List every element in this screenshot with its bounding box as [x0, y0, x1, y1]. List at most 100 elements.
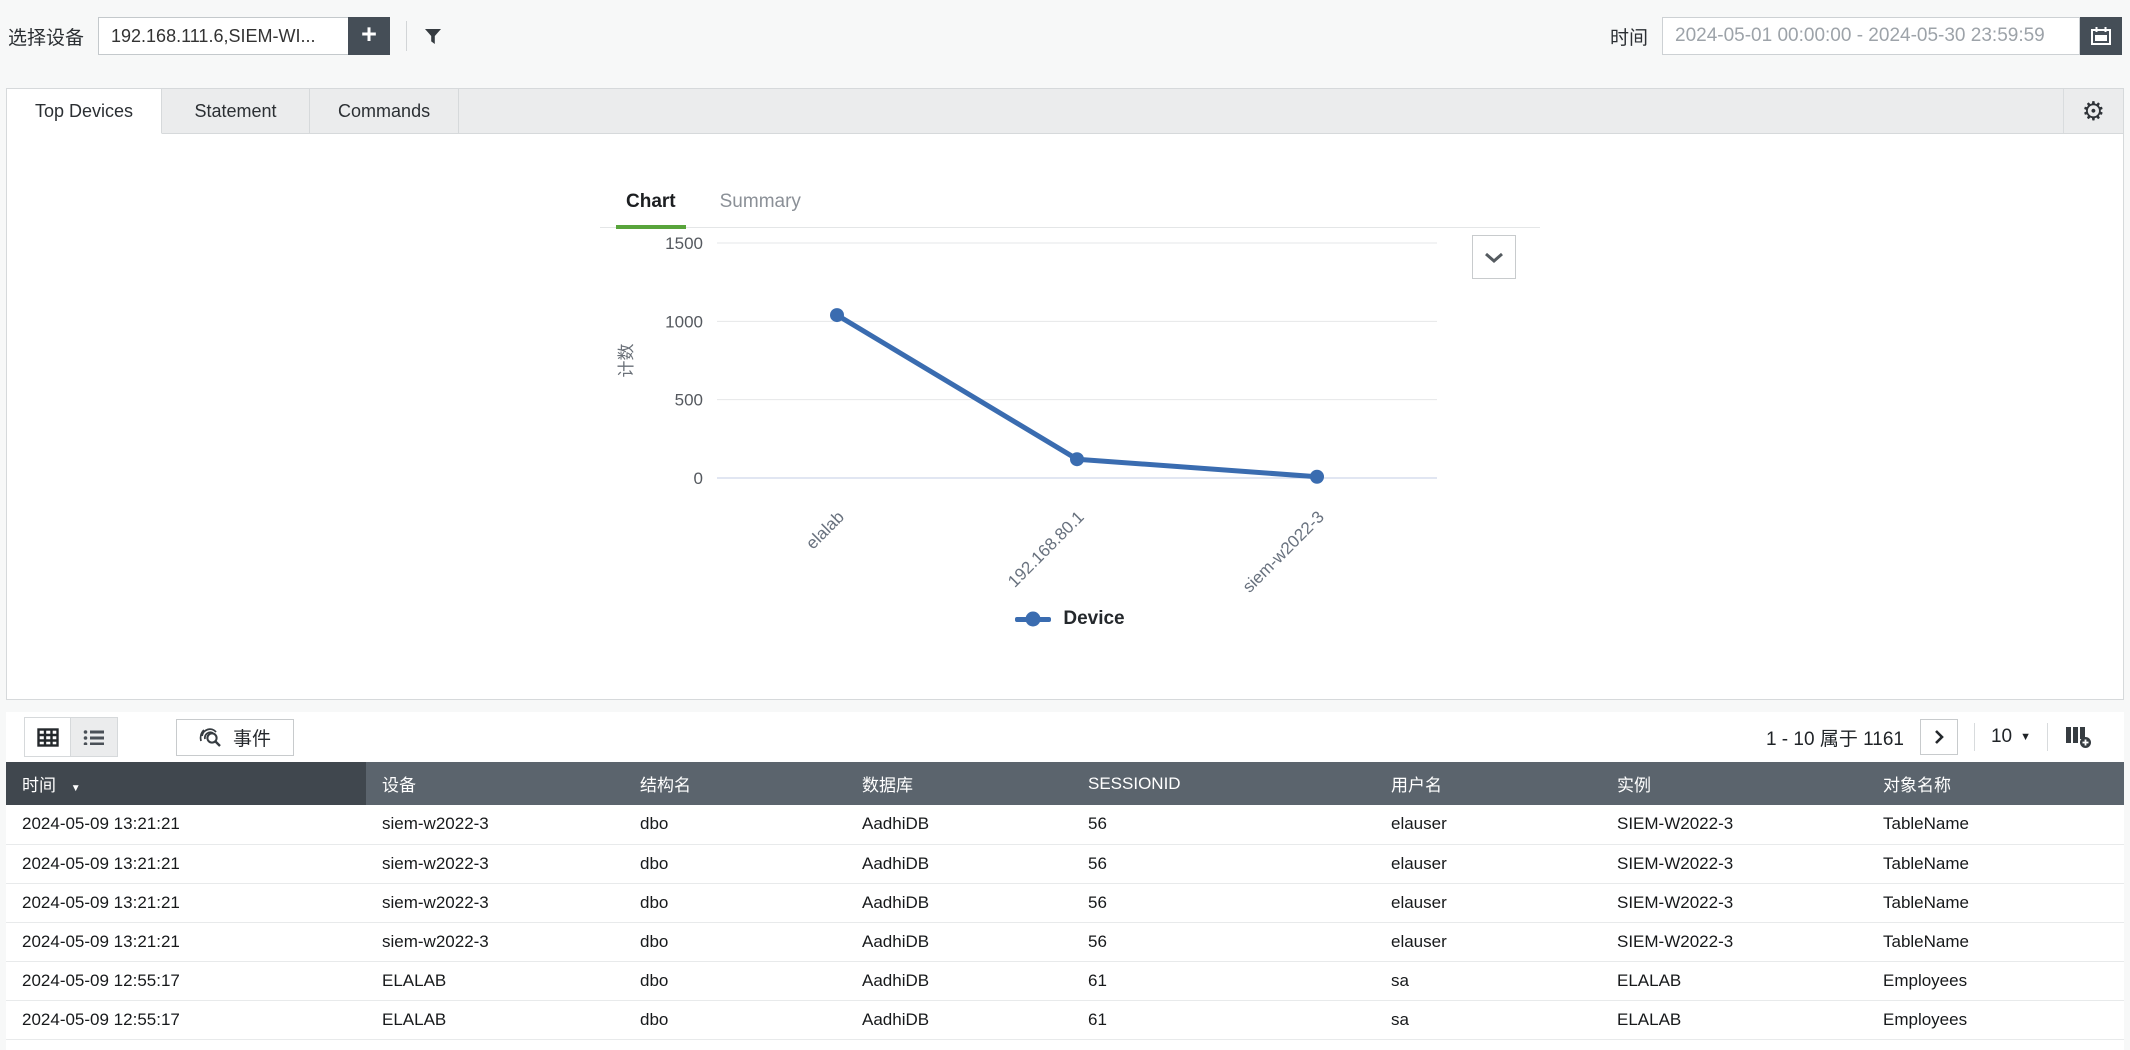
svg-text:192.168.80.1: 192.168.80.1 — [1004, 507, 1088, 591]
legend-marker-icon — [1015, 616, 1052, 622]
chevron-down-icon — [1485, 252, 1503, 263]
device-select-input[interactable] — [98, 17, 349, 55]
device-select-label: 选择设备 — [8, 27, 85, 49]
time-range-input[interactable] — [1662, 17, 2080, 55]
table-toolbar: 事件 1 - 10 属于 1161 10 ▼ — [6, 712, 2124, 762]
cell-database: AadhiDB — [846, 1000, 1072, 1040]
cell-schema: dbo — [624, 922, 846, 962]
time-range-group: 时间 — [1610, 17, 2122, 55]
line-chart: 0 500 1000 1500 计数 elalab 192.168.80.1 siem-w20… — [617, 234, 1437, 596]
cell-database: AadhiDB — [846, 961, 1072, 1001]
cell-time: 2024-05-09 13:21:21 — [6, 883, 366, 923]
cell-instance: ELALAB — [1601, 961, 1867, 1001]
column-header-objectname[interactable]: 对象名称 — [1867, 762, 2124, 805]
column-header-device[interactable]: 设备 — [366, 762, 624, 805]
tab-commands[interactable]: Commands — [310, 89, 460, 133]
grid-icon — [36, 727, 59, 747]
topbar: 选择设备 + 时间 — [0, 0, 2130, 72]
cell-username: sa — [1375, 1000, 1601, 1040]
view-switcher — [24, 717, 118, 757]
cell-sessionid: 56 — [1072, 883, 1375, 923]
cell-device: ELALAB — [366, 1000, 624, 1040]
cell-sessionid: 56 — [1072, 805, 1375, 845]
subtab-chart[interactable]: Chart — [616, 179, 686, 229]
chevron-right-icon — [1935, 730, 1944, 744]
cell-username: elauser — [1375, 844, 1601, 884]
cell-device: siem-w2022-3 — [366, 883, 624, 923]
legend-label: Device — [1063, 608, 1125, 629]
cell-database: AadhiDB — [846, 883, 1072, 923]
cell-schema: dbo — [624, 883, 846, 923]
cell-time: 2024-05-09 13:21:21 — [6, 805, 366, 845]
column-header-sessionid[interactable]: SESSIONID — [1072, 762, 1375, 805]
table-body: 2024-05-09 13:21:21 siem-w2022-3 dbo Aad… — [6, 805, 2124, 1040]
cell-instance: SIEM-W2022-3 — [1601, 883, 1867, 923]
table-row[interactable]: 2024-05-09 12:55:17 ELALAB dbo AadhiDB 6… — [6, 1000, 2124, 1040]
cell-username: elauser — [1375, 922, 1601, 962]
cell-time: 2024-05-09 13:21:21 — [6, 922, 366, 962]
column-settings-button[interactable] — [2064, 725, 2092, 749]
column-header-schema[interactable]: 结构名 — [624, 762, 846, 805]
cell-instance: SIEM-W2022-3 — [1601, 844, 1867, 884]
chart-collapse-button[interactable] — [1472, 235, 1516, 279]
cell-username: elauser — [1375, 883, 1601, 923]
cell-database: AadhiDB — [846, 922, 1072, 962]
divider — [406, 21, 408, 51]
cell-time: 2024-05-09 13:21:21 — [6, 844, 366, 884]
cell-objectname: Employees — [1867, 1000, 2124, 1040]
table-row[interactable]: 2024-05-09 12:55:17 ELALAB dbo AadhiDB 6… — [6, 961, 2124, 1001]
cell-instance: SIEM-W2022-3 — [1601, 805, 1867, 845]
chart-area: Chart Summary 0 500 1000 1500 计数 elalab 192.16… — [600, 160, 1540, 680]
cell-username: elauser — [1375, 805, 1601, 845]
calendar-icon — [2091, 27, 2111, 45]
cell-schema: dbo — [624, 805, 846, 845]
filter-button[interactable] — [423, 27, 443, 46]
column-header-time[interactable]: 时间 ▼ — [6, 762, 366, 805]
event-button[interactable]: 事件 — [176, 718, 295, 756]
svg-text:1000: 1000 — [665, 312, 703, 331]
svg-text:计数: 计数 — [617, 344, 636, 378]
cell-device: siem-w2022-3 — [366, 805, 624, 845]
divider — [1973, 723, 1975, 751]
tab-bar: Top Devices Statement Commands ⚙ — [7, 89, 2123, 134]
tab-top-devices[interactable]: Top Devices — [7, 89, 163, 134]
table-row[interactable]: 2024-05-09 13:21:21 siem-w2022-3 dbo Aad… — [6, 883, 2124, 923]
page-size-dropdown[interactable]: 10 ▼ — [1990, 726, 2031, 747]
plus-icon: + — [361, 19, 377, 49]
cell-database: AadhiDB — [846, 805, 1072, 845]
cell-instance: SIEM-W2022-3 — [1601, 922, 1867, 962]
next-page-button[interactable] — [1919, 719, 1958, 755]
events-table: 时间 ▼ 设备 结构名 数据库 SESSIONID 用户名 实例 对象名称 20… — [6, 762, 2124, 1040]
event-search-icon — [199, 728, 221, 747]
legend-item-device[interactable]: Device — [600, 608, 1540, 630]
svg-text:elalab: elalab — [802, 507, 848, 553]
add-device-button[interactable]: + — [348, 17, 391, 55]
gear-icon[interactable]: ⚙ — [2081, 96, 2105, 126]
cell-device: siem-w2022-3 — [366, 844, 624, 884]
cell-schema: dbo — [624, 961, 846, 1001]
pagination-group: 1 - 10 属于 1161 10 ▼ — [1766, 719, 2106, 755]
cell-sessionid: 56 — [1072, 922, 1375, 962]
table-row[interactable]: 2024-05-09 13:21:21 siem-w2022-3 dbo Aad… — [6, 805, 2124, 845]
column-header-username[interactable]: 用户名 — [1375, 762, 1601, 805]
grid-view-button[interactable] — [25, 718, 71, 756]
main-panel: Top Devices Statement Commands ⚙ Chart S… — [6, 88, 2124, 700]
svg-text:1500: 1500 — [665, 234, 703, 253]
table-row[interactable]: 2024-05-09 13:21:21 siem-w2022-3 dbo Aad… — [6, 922, 2124, 962]
subtab-summary[interactable]: Summary — [719, 191, 801, 212]
svg-text:500: 500 — [675, 391, 703, 410]
column-header-instance[interactable]: 实例 — [1601, 762, 1867, 805]
list-view-button[interactable] — [71, 718, 117, 756]
cell-objectname: Employees — [1867, 961, 2124, 1001]
column-header-database[interactable]: 数据库 — [846, 762, 1072, 805]
tab-statement[interactable]: Statement — [162, 89, 311, 133]
table-row[interactable]: 2024-05-09 13:21:21 siem-w2022-3 dbo Aad… — [6, 844, 2124, 884]
cell-username: sa — [1375, 961, 1601, 1001]
cell-database: AadhiDB — [846, 844, 1072, 884]
cell-objectname: TableName — [1867, 805, 2124, 845]
cell-schema: dbo — [624, 844, 846, 884]
cell-objectname: TableName — [1867, 922, 2124, 962]
calendar-button[interactable] — [2080, 17, 2122, 55]
cell-schema: dbo — [624, 1000, 846, 1040]
cell-sessionid: 61 — [1072, 1000, 1375, 1040]
